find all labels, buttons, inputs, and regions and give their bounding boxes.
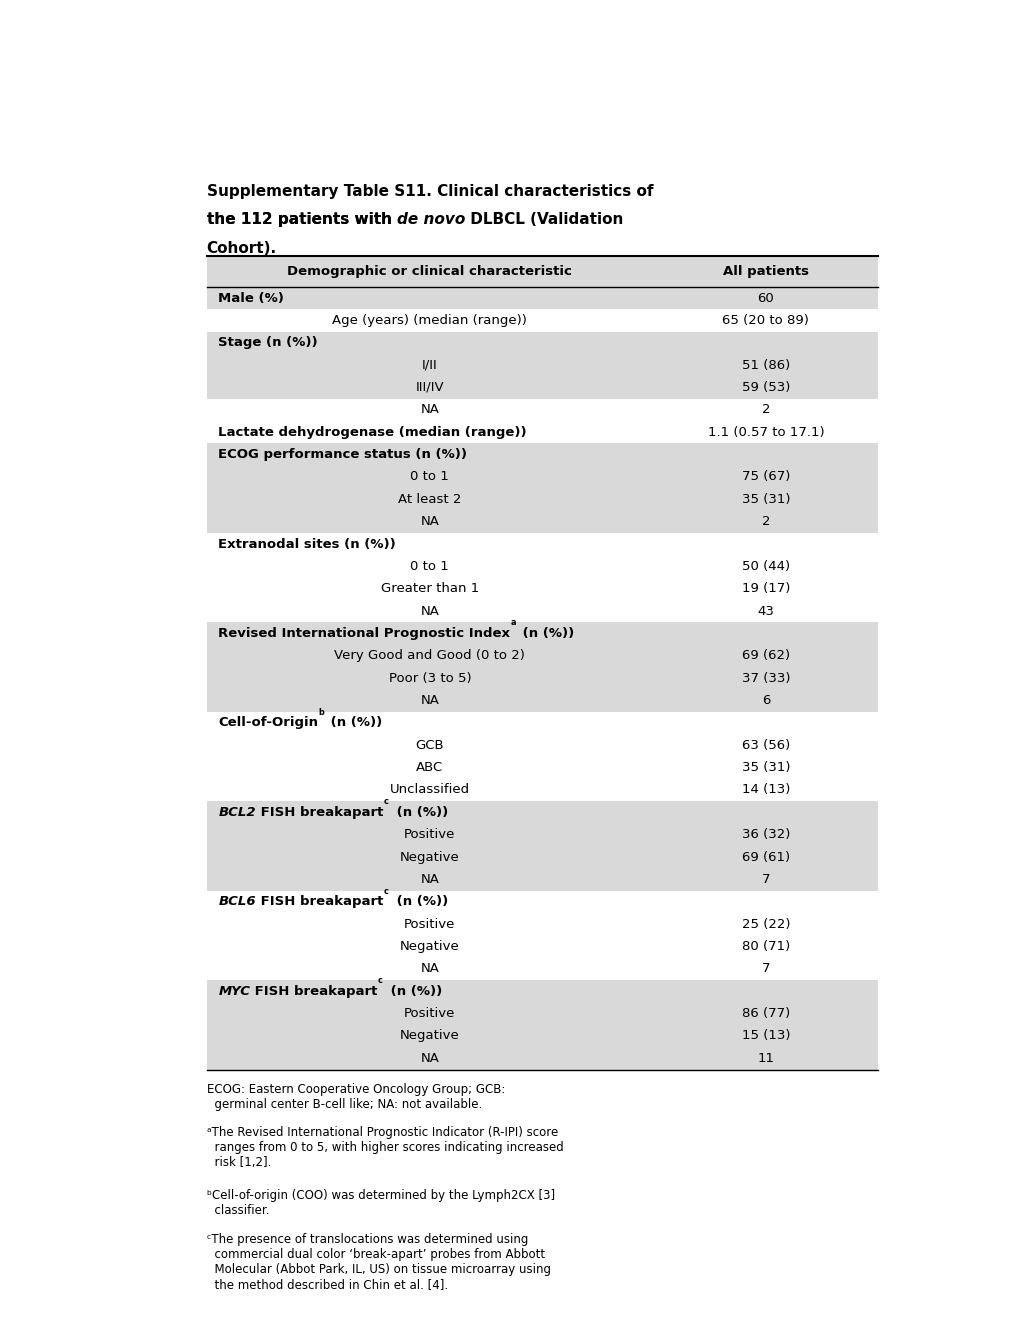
- Text: Cohort).: Cohort).: [206, 240, 276, 256]
- Text: 7: 7: [761, 962, 769, 975]
- Text: 50 (44): 50 (44): [741, 560, 789, 573]
- Text: ᵇCell-of-origin (COO) was determined by the Lymph2CX [3]
  classifier.: ᵇCell-of-origin (COO) was determined by …: [206, 1189, 554, 1217]
- Text: (n (%)): (n (%)): [517, 627, 574, 640]
- Bar: [206, 511, 877, 533]
- Text: BCL6: BCL6: [218, 895, 256, 908]
- Text: b: b: [318, 708, 324, 717]
- Bar: [206, 466, 877, 488]
- Bar: [206, 488, 877, 511]
- Text: Lactate dehydrogenase (median (range)): Lactate dehydrogenase (median (range)): [218, 426, 527, 438]
- Text: 14 (13): 14 (13): [741, 784, 790, 796]
- Text: Very Good and Good (0 to 2): Very Good and Good (0 to 2): [334, 649, 525, 663]
- Text: 0 to 1: 0 to 1: [410, 470, 448, 483]
- Text: Supplementary Table S11. Clinical characteristics of: Supplementary Table S11. Clinical charac…: [206, 183, 652, 199]
- Text: 51 (86): 51 (86): [741, 359, 789, 372]
- Text: the 112 patients with: the 112 patients with: [206, 213, 396, 227]
- Text: GCB: GCB: [415, 739, 443, 752]
- Text: 69 (61): 69 (61): [741, 850, 789, 863]
- Bar: [206, 1002, 877, 1024]
- Text: At least 2: At least 2: [397, 492, 462, 506]
- Text: Unclassified: Unclassified: [389, 784, 470, 796]
- Text: 1.1 (0.57 to 17.1): 1.1 (0.57 to 17.1): [707, 426, 823, 438]
- Text: NA: NA: [420, 605, 439, 618]
- Bar: [206, 286, 877, 309]
- Text: Age (years) (median (range)): Age (years) (median (range)): [332, 314, 527, 327]
- Text: 65 (20 to 89): 65 (20 to 89): [721, 314, 808, 327]
- Bar: [206, 801, 877, 824]
- Text: MYC: MYC: [218, 985, 250, 998]
- Text: c: c: [383, 797, 388, 807]
- Text: 19 (17): 19 (17): [741, 582, 790, 595]
- Bar: [206, 869, 877, 891]
- Text: Revised International Prognostic Index: Revised International Prognostic Index: [218, 627, 510, 640]
- Text: Positive: Positive: [404, 1007, 455, 1020]
- Bar: [206, 444, 877, 466]
- Bar: [206, 846, 877, 869]
- Bar: [206, 667, 877, 689]
- Text: Extranodal sites (n (%)): Extranodal sites (n (%)): [218, 537, 395, 550]
- Text: NA: NA: [420, 873, 439, 886]
- Text: 15 (13): 15 (13): [741, 1030, 790, 1043]
- Text: 75 (67): 75 (67): [741, 470, 790, 483]
- Text: III/IV: III/IV: [415, 381, 443, 393]
- Text: a: a: [510, 618, 516, 627]
- Text: All patients: All patients: [722, 265, 808, 279]
- Text: Cell-of-Origin: Cell-of-Origin: [218, 717, 318, 730]
- Bar: [206, 622, 877, 644]
- Text: FISH breakapart: FISH breakapart: [256, 805, 383, 818]
- Text: DLBCL (Validation: DLBCL (Validation: [465, 213, 623, 227]
- Text: c: c: [383, 887, 388, 895]
- Text: Positive: Positive: [404, 917, 455, 931]
- Text: 69 (62): 69 (62): [741, 649, 789, 663]
- Text: (n (%)): (n (%)): [325, 717, 381, 730]
- Text: BCL2: BCL2: [218, 805, 256, 818]
- Text: FISH breakapart: FISH breakapart: [250, 985, 377, 998]
- Text: ABC: ABC: [416, 762, 443, 774]
- Text: ᵃThe Revised International Prognostic Indicator (R-IPI) score
  ranges from 0 to: ᵃThe Revised International Prognostic In…: [206, 1126, 562, 1170]
- Text: 25 (22): 25 (22): [741, 917, 790, 931]
- Text: 36 (32): 36 (32): [741, 828, 790, 841]
- Text: Negative: Negative: [399, 1030, 460, 1043]
- Text: (n (%)): (n (%)): [391, 805, 448, 818]
- Text: 35 (31): 35 (31): [741, 492, 790, 506]
- Text: the 112 patients with: the 112 patients with: [206, 213, 396, 227]
- Text: 63 (56): 63 (56): [741, 739, 789, 752]
- Text: Positive: Positive: [404, 828, 455, 841]
- Text: 80 (71): 80 (71): [741, 940, 789, 953]
- Text: NA: NA: [420, 962, 439, 975]
- Bar: [206, 1024, 877, 1047]
- Bar: [206, 256, 877, 286]
- Text: Greater than 1: Greater than 1: [380, 582, 479, 595]
- Text: Demographic or clinical characteristic: Demographic or clinical characteristic: [287, 265, 572, 279]
- Text: NA: NA: [420, 694, 439, 708]
- Text: 35 (31): 35 (31): [741, 762, 790, 774]
- Bar: [206, 979, 877, 1002]
- Text: ECOG: Eastern Cooperative Oncology Group; GCB:
  germinal center B-cell like; NA: ECOG: Eastern Cooperative Oncology Group…: [206, 1082, 504, 1110]
- Text: 37 (33): 37 (33): [741, 672, 790, 685]
- Text: (n (%)): (n (%)): [386, 985, 442, 998]
- Text: de novo: de novo: [396, 213, 465, 227]
- Text: NA: NA: [420, 404, 439, 416]
- Text: Stage (n (%)): Stage (n (%)): [218, 337, 318, 350]
- Text: 60: 60: [757, 292, 773, 305]
- Text: Male (%): Male (%): [218, 292, 284, 305]
- Text: 0 to 1: 0 to 1: [410, 560, 448, 573]
- Text: I/II: I/II: [422, 359, 437, 372]
- Text: ᶜThe presence of translocations was determined using
  commercial dual color ‘br: ᶜThe presence of translocations was dete…: [206, 1233, 550, 1291]
- Text: Negative: Negative: [399, 940, 460, 953]
- Text: c: c: [377, 975, 382, 985]
- Bar: [206, 644, 877, 667]
- Text: Poor (3 to 5): Poor (3 to 5): [388, 672, 471, 685]
- Bar: [206, 689, 877, 711]
- Text: 7: 7: [761, 873, 769, 886]
- Bar: [206, 376, 877, 399]
- Bar: [206, 824, 877, 846]
- Text: NA: NA: [420, 515, 439, 528]
- Bar: [206, 1047, 877, 1069]
- Bar: [206, 331, 877, 354]
- Text: 2: 2: [761, 404, 769, 416]
- Text: Negative: Negative: [399, 850, 460, 863]
- Text: 43: 43: [757, 605, 773, 618]
- Text: FISH breakapart: FISH breakapart: [256, 895, 383, 908]
- Text: ECOG performance status (n (%)): ECOG performance status (n (%)): [218, 447, 467, 461]
